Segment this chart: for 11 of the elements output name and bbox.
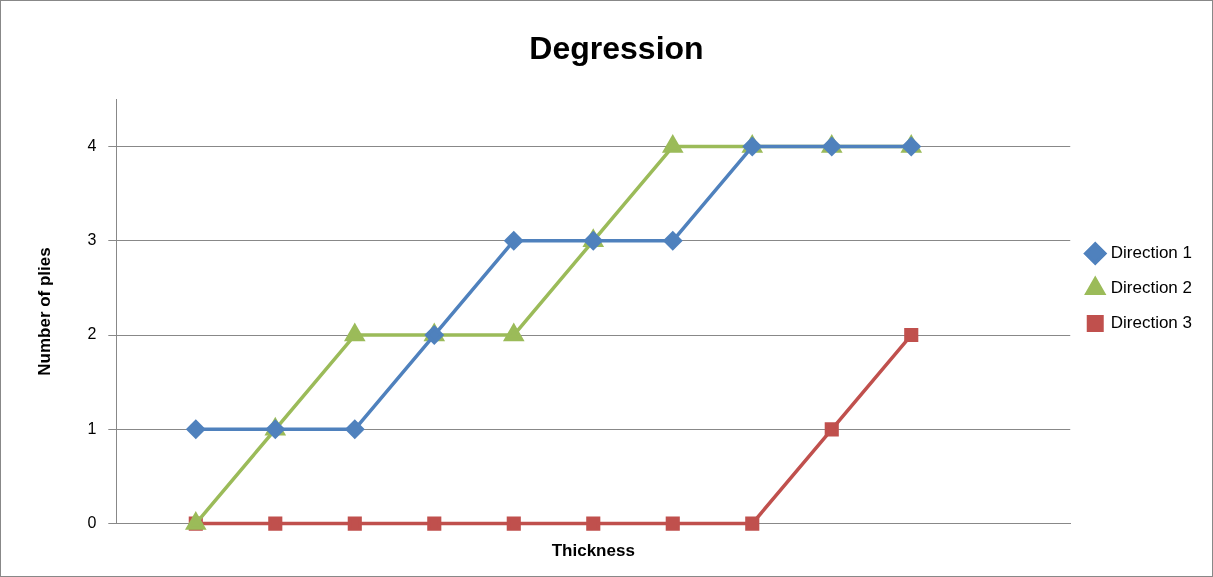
chart-title: Degression bbox=[529, 30, 704, 67]
x-axis-title: Thickness bbox=[551, 541, 635, 561]
y-tick-label: 0 bbox=[87, 514, 97, 532]
legend-label: Direction 3 bbox=[1110, 313, 1193, 333]
y-tick-label: 2 bbox=[87, 325, 97, 343]
y-tick-label: 4 bbox=[87, 136, 97, 154]
y-tick-label: 3 bbox=[87, 231, 97, 249]
legend-label: Direction 2 bbox=[1110, 278, 1193, 298]
y-axis-title: Number of plies bbox=[34, 247, 54, 376]
legend-label: Direction 1 bbox=[1110, 243, 1193, 263]
y-tick-label: 1 bbox=[87, 419, 97, 437]
